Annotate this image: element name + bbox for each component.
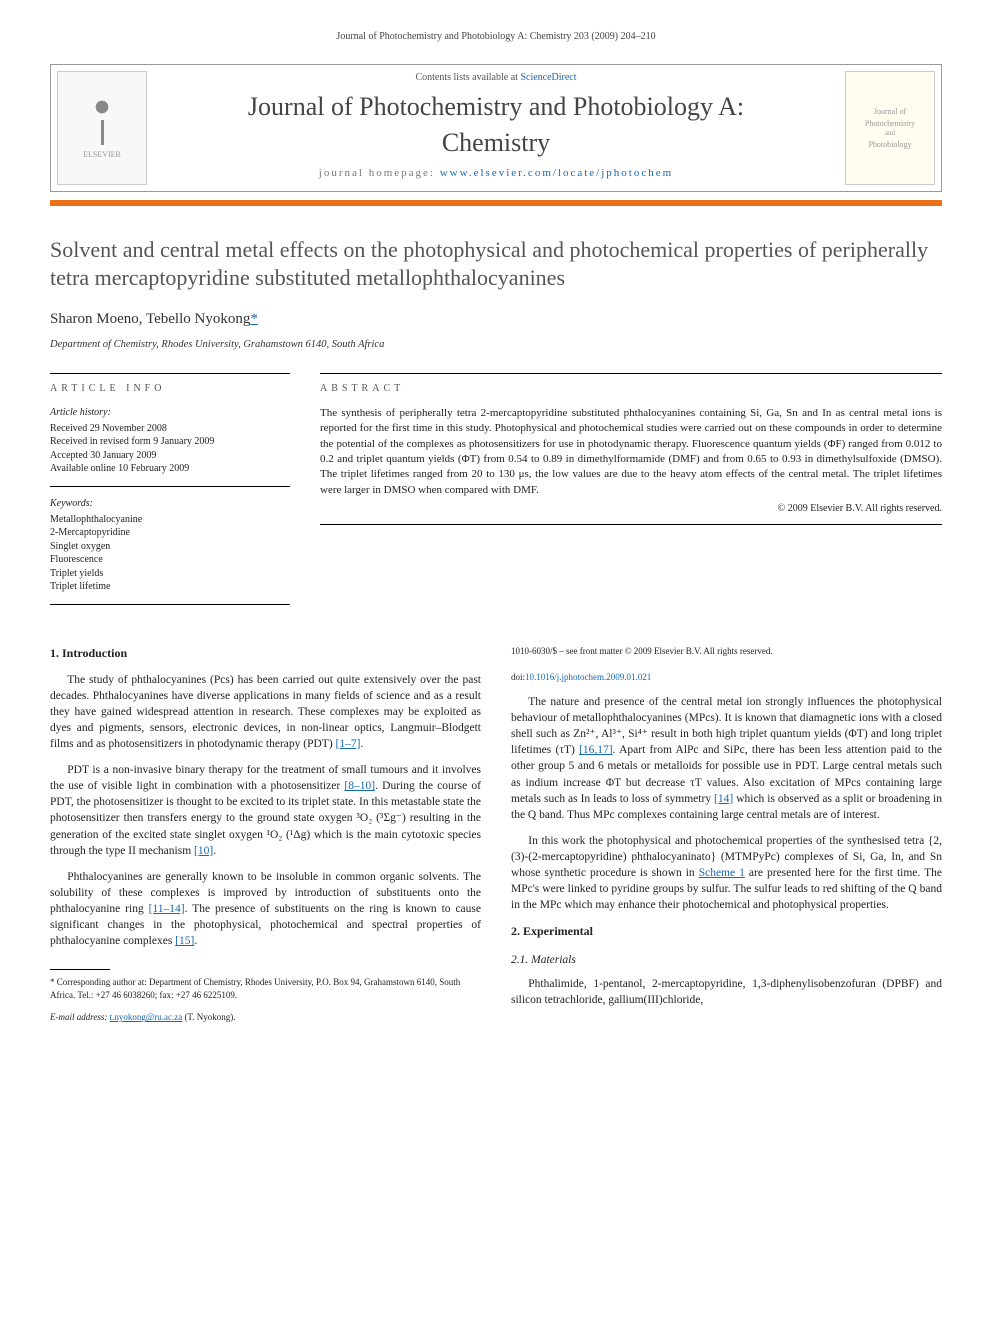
revised-line: Received in revised form 9 January 2009 — [50, 435, 290, 449]
body-para: In this work the photophysical and photo… — [511, 833, 942, 913]
journal-title: Journal of Photochemistry and Photobiolo… — [51, 89, 941, 166]
keyword: Triplet yields — [50, 567, 290, 581]
doi-link[interactable]: 10.1016/j.jphotochem.2009.01.021 — [525, 672, 651, 682]
body-para: The nature and presence of the central m… — [511, 694, 942, 823]
scheme-link[interactable]: Scheme 1 — [699, 867, 745, 879]
contents-available: Contents lists available at ScienceDirec… — [51, 65, 941, 89]
accent-bar — [50, 200, 942, 206]
elsevier-tree-icon — [77, 95, 127, 145]
corresponding-footnote: * Corresponding author at: Department of… — [50, 976, 481, 1001]
doi-line: doi:10.1016/j.jphotochem.2009.01.021 — [511, 671, 942, 684]
article-body: 1. Introduction The study of phthalocyan… — [50, 645, 942, 1028]
ref-link[interactable]: [8–10] — [344, 780, 375, 792]
email-link[interactable]: t.nyokong@ru.ac.za — [110, 1012, 183, 1022]
keyword: Metallophthalocyanine — [50, 513, 290, 527]
received-line: Received 29 November 2008 — [50, 422, 290, 436]
footnote-separator — [50, 969, 110, 970]
materials-subheading: 2.1. Materials — [511, 952, 942, 968]
abstract-text: The synthesis of peripherally tetra 2-me… — [320, 406, 942, 525]
ref-link[interactable]: [15] — [175, 935, 194, 947]
email-label: E-mail address: — [50, 1012, 110, 1022]
intro-heading: 1. Introduction — [50, 645, 481, 662]
corresponding-author-link[interactable]: * — [250, 311, 258, 327]
cover-line-3: Photobiology — [868, 139, 911, 150]
running-header: Journal of Photochemistry and Photobiolo… — [50, 30, 942, 44]
journal-masthead: ELSEVIER Journal of Photochemistry and P… — [50, 64, 942, 192]
keyword: 2-Mercaptopyridine — [50, 526, 290, 540]
body-para: Phthalocyanines are generally known to b… — [50, 869, 481, 949]
front-matter-line: 1010-6030/$ – see front matter © 2009 El… — [511, 645, 942, 658]
keyword: Fluorescence — [50, 553, 290, 567]
email-footnote: E-mail address: t.nyokong@ru.ac.za (T. N… — [50, 1011, 481, 1024]
article-info-head: article info — [50, 382, 290, 396]
body-para: PDT is a non-invasive binary therapy for… — [50, 762, 481, 859]
accepted-line: Accepted 30 January 2009 — [50, 449, 290, 463]
keyword: Triplet lifetime — [50, 580, 290, 594]
body-para: The study of phthalocyanines (Pcs) has b… — [50, 672, 481, 752]
online-line: Available online 10 February 2009 — [50, 462, 290, 476]
body-para: Phthalimide, 1-pentanol, 2-mercaptopyrid… — [511, 976, 942, 1008]
elsevier-logo: ELSEVIER — [57, 71, 147, 185]
sciencedirect-link[interactable]: ScienceDirect — [520, 72, 576, 83]
journal-cover-thumb: Journal of Photochemistry and Photobiolo… — [845, 71, 935, 185]
contents-prefix: Contents lists available at — [415, 72, 520, 83]
article-history-block: Article history: Received 29 November 20… — [50, 406, 290, 487]
authors: Sharon Moeno, Tebello Nyokong* — [50, 309, 942, 330]
email-who: (T. Nyokong). — [182, 1012, 235, 1022]
article-title: Solvent and central metal effects on the… — [50, 236, 942, 291]
elsevier-label: ELSEVIER — [83, 149, 121, 160]
keywords-block: Keywords: Metallophthalocyanine 2-Mercap… — [50, 497, 290, 605]
ref-link[interactable]: [10] — [194, 845, 213, 857]
ref-link[interactable]: [14] — [714, 793, 733, 805]
ref-link[interactable]: [11–14] — [149, 903, 185, 915]
journal-homepage: journal homepage: www.elsevier.com/locat… — [51, 166, 941, 191]
article-info-column: article info Article history: Received 2… — [50, 373, 290, 615]
abstract-body: The synthesis of peripherally tetra 2-me… — [320, 407, 942, 496]
abstract-head: abstract — [320, 382, 942, 396]
abstract-copyright: © 2009 Elsevier B.V. All rights reserved… — [320, 502, 942, 516]
cover-line-2: Photochemistry — [865, 118, 915, 129]
ref-link[interactable]: [1–7] — [336, 738, 361, 750]
ref-link[interactable]: [16,17] — [579, 744, 613, 756]
homepage-prefix: journal homepage: — [319, 167, 440, 179]
homepage-link[interactable]: www.elsevier.com/locate/jphotochem — [440, 167, 673, 179]
keyword: Singlet oxygen — [50, 540, 290, 554]
author-names: Sharon Moeno, Tebello Nyokong — [50, 311, 250, 327]
experimental-heading: 2. Experimental — [511, 923, 942, 940]
cover-line-1: Journal of — [874, 106, 906, 117]
affiliation: Department of Chemistry, Rhodes Universi… — [50, 338, 942, 353]
keywords-label: Keywords: — [50, 497, 290, 511]
abstract-column: abstract The synthesis of peripherally t… — [320, 373, 942, 615]
history-label: Article history: — [50, 406, 290, 420]
